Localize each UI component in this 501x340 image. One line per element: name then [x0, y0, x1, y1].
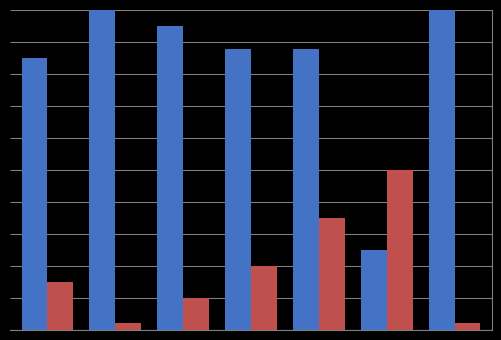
Bar: [386, 170, 412, 330]
Bar: [318, 218, 344, 330]
Bar: [157, 26, 183, 330]
Bar: [293, 49, 318, 330]
Bar: [22, 58, 47, 330]
Bar: [115, 323, 141, 330]
Bar: [225, 49, 250, 330]
Bar: [89, 10, 115, 330]
Bar: [360, 250, 386, 330]
Bar: [454, 323, 479, 330]
Bar: [47, 282, 73, 330]
Bar: [428, 10, 454, 330]
Bar: [183, 298, 208, 330]
Bar: [250, 266, 276, 330]
